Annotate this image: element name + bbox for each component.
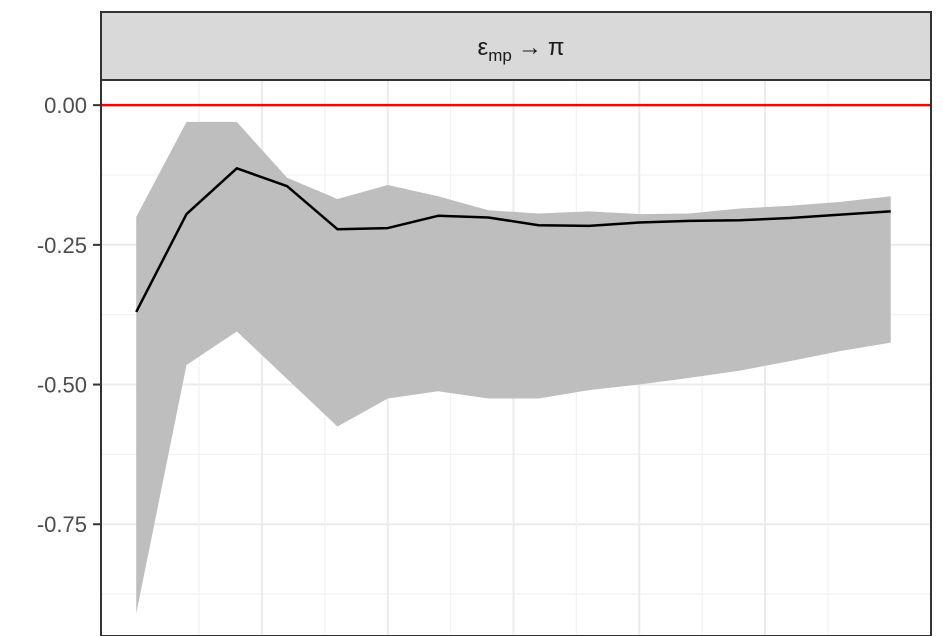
y-tick-label: -0.25 [37, 233, 87, 258]
series-layer [135, 167, 891, 313]
panel-border [100, 79, 932, 636]
y-tick-label: -0.50 [37, 373, 87, 398]
response-line [135, 167, 891, 313]
band-layer [136, 121, 891, 614]
y-tick-label: -0.75 [37, 512, 87, 537]
confidence-band [136, 121, 891, 614]
y-tick-label: 0.00 [44, 93, 87, 118]
facet-strip-title: εmp → π [478, 34, 565, 65]
axis-layer: 0.00 -0.25 -0.50 -0.75 [37, 93, 101, 537]
facet-strip [100, 11, 932, 81]
